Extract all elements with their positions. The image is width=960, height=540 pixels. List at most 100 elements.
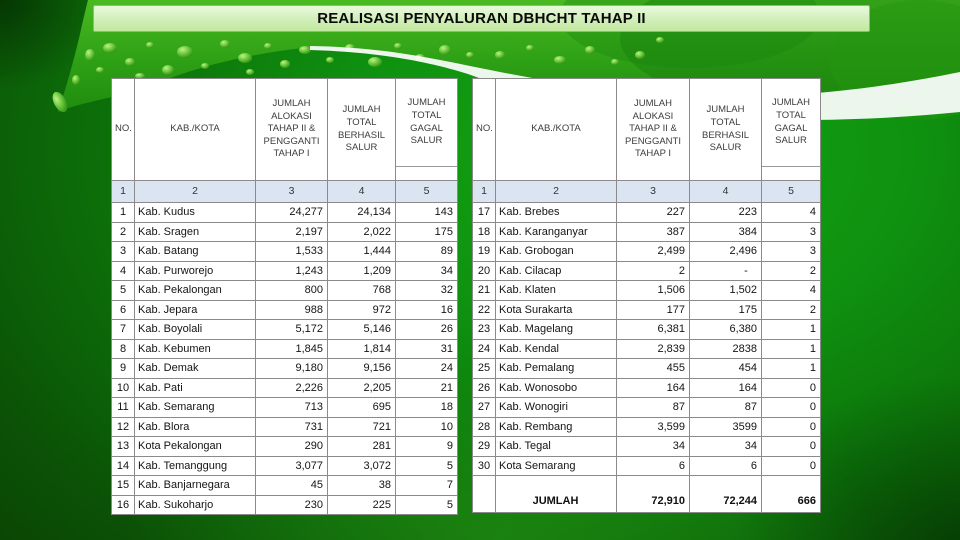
table-row: 12 Kab. Blora 731 721 10 (111, 416, 458, 437)
row-number-cell: 17 (472, 202, 496, 223)
total-label-cell: JUMLAH (495, 490, 617, 513)
column-header-kab-kota: KAB./KOTA (495, 78, 617, 181)
column-index-cell: 5 (395, 180, 458, 203)
allocation-value-cell: 800 (255, 280, 328, 301)
failed-value-cell: 4 (761, 202, 821, 223)
column-index-cell: 4 (327, 180, 396, 203)
district-name-cell: Kab. Jepara (134, 299, 256, 320)
header-row: NO. KAB./KOTA JUMLAH ALOKASI TAHAP II & … (111, 78, 458, 181)
table-row: 6 Kab. Jepara 988 972 16 (111, 299, 458, 320)
delivered-value-cell: 3,072 (327, 455, 396, 476)
realization-table-right: NO. KAB./KOTA JUMLAH ALOKASI TAHAP II & … (472, 78, 821, 513)
row-number-cell: 29 (472, 436, 496, 457)
delivered-value-cell: 281 (327, 436, 396, 457)
district-name-cell: Kota Semarang (495, 455, 617, 476)
delivered-value-cell: 1,502 (689, 280, 762, 301)
row-number-cell: 7 (111, 319, 135, 340)
table-row: 7 Kab. Boyolali 5,172 5,146 26 (111, 319, 458, 340)
allocation-value-cell: 1,243 (255, 260, 328, 281)
failed-value-cell: 0 (761, 416, 821, 437)
delivered-value-cell: 34 (689, 436, 762, 457)
allocation-value-cell: 34 (616, 436, 690, 457)
table-row: 21 Kab. Klaten 1,506 1,502 4 (472, 280, 821, 301)
district-name-cell: Kab. Karanganyar (495, 221, 617, 242)
column-header-gagal: JUMLAH TOTAL GAGAL SALUR (395, 78, 458, 181)
district-name-cell: Kab. Sragen (134, 221, 256, 242)
table-row: 2 Kab. Sragen 2,197 2,022 175 (111, 221, 458, 242)
delivered-value-cell: 223 (689, 202, 762, 223)
table-row: 19 Kab. Grobogan 2,499 2,496 3 (472, 241, 821, 262)
header-row: NO. KAB./KOTA JUMLAH ALOKASI TAHAP II & … (472, 78, 821, 181)
failed-value-cell: 1 (761, 358, 821, 379)
row-number-cell: 2 (111, 221, 135, 242)
column-header-berhasil: JUMLAH TOTAL BERHASIL SALUR (327, 78, 396, 181)
delivered-value-cell: 6,380 (689, 319, 762, 340)
district-name-cell: Kab. Cilacap (495, 260, 617, 281)
allocation-value-cell: 164 (616, 377, 690, 398)
table-row: 15 Kab. Banjarnegara 45 38 7 (111, 475, 458, 496)
delivered-value-cell: 1,444 (327, 241, 396, 262)
failed-value-cell: 4 (761, 280, 821, 301)
allocation-value-cell: 9,180 (255, 358, 328, 379)
delivered-value-cell: 2,496 (689, 241, 762, 262)
table-row: 16 Kab. Sukoharjo 230 225 5 (111, 494, 458, 515)
table-row: 24 Kab. Kendal 2,839 2838 1 (472, 338, 821, 359)
header-strip (762, 166, 820, 180)
delivered-value-cell: - (689, 260, 762, 281)
row-number-cell: 14 (111, 455, 135, 476)
failed-value-cell: 32 (395, 280, 458, 301)
table-row: 3 Kab. Batang 1,533 1,444 89 (111, 241, 458, 262)
delivered-value-cell: 1,209 (327, 260, 396, 281)
failed-value-cell: 5 (395, 455, 458, 476)
allocation-value-cell: 2,839 (616, 338, 690, 359)
column-index-row: 1 2 3 4 5 (111, 180, 458, 203)
table-row: 5 Kab. Pekalongan 800 768 32 (111, 280, 458, 301)
column-index-cell: 3 (616, 180, 690, 203)
row-number-cell: 5 (111, 280, 135, 301)
table-row: 22 Kota Surakarta 177 175 2 (472, 299, 821, 320)
column-index-cell: 4 (689, 180, 762, 203)
delivered-value-cell: 972 (327, 299, 396, 320)
failed-value-cell: 175 (395, 221, 458, 242)
total-row: JUMLAH 72,910 72,244 666 (472, 490, 821, 513)
district-name-cell: Kab. Rembang (495, 416, 617, 437)
delivered-value-cell: 9,156 (327, 358, 396, 379)
table-row: 13 Kota Pekalongan 290 281 9 (111, 436, 458, 457)
allocation-value-cell: 230 (255, 494, 328, 515)
row-number-cell: 21 (472, 280, 496, 301)
district-name-cell: Kab. Pati (134, 377, 256, 398)
table-row: 18 Kab. Karanganyar 387 384 3 (472, 221, 821, 242)
delivered-value-cell: 24,134 (327, 202, 396, 223)
failed-value-cell: 1 (761, 338, 821, 359)
district-name-cell: Kab. Wonogiri (495, 397, 617, 418)
delivered-value-cell: 1,814 (327, 338, 396, 359)
table-row: 4 Kab. Purworejo 1,243 1,209 34 (111, 260, 458, 281)
district-name-cell: Kab. Banjarnegara (134, 475, 256, 496)
title-banner: REALISASI PENYALURAN DBHCHT TAHAP II (93, 5, 870, 32)
failed-value-cell: 143 (395, 202, 458, 223)
column-header-no: NO. (111, 78, 135, 181)
failed-value-cell: 0 (761, 397, 821, 418)
row-number-cell: 16 (111, 494, 135, 515)
failed-value-cell: 21 (395, 377, 458, 398)
district-name-cell: Kab. Brebes (495, 202, 617, 223)
district-name-cell: Kab. Kebumen (134, 338, 256, 359)
row-number-cell: 15 (111, 475, 135, 496)
total-delivered-cell: 72,244 (689, 490, 762, 513)
allocation-value-cell: 5,172 (255, 319, 328, 340)
failed-value-cell: 2 (761, 299, 821, 320)
district-name-cell: Kab. Wonosobo (495, 377, 617, 398)
delivered-value-cell: 384 (689, 221, 762, 242)
allocation-value-cell: 6,381 (616, 319, 690, 340)
row-number-cell: 11 (111, 397, 135, 418)
row-number-cell: 27 (472, 397, 496, 418)
table-row: 26 Kab. Wonosobo 164 164 0 (472, 377, 821, 398)
row-number-cell: 23 (472, 319, 496, 340)
delivered-value-cell: 6 (689, 455, 762, 476)
delivered-value-cell: 87 (689, 397, 762, 418)
allocation-value-cell: 3,599 (616, 416, 690, 437)
failed-value-cell: 16 (395, 299, 458, 320)
failed-value-cell: 5 (395, 494, 458, 515)
allocation-value-cell: 713 (255, 397, 328, 418)
